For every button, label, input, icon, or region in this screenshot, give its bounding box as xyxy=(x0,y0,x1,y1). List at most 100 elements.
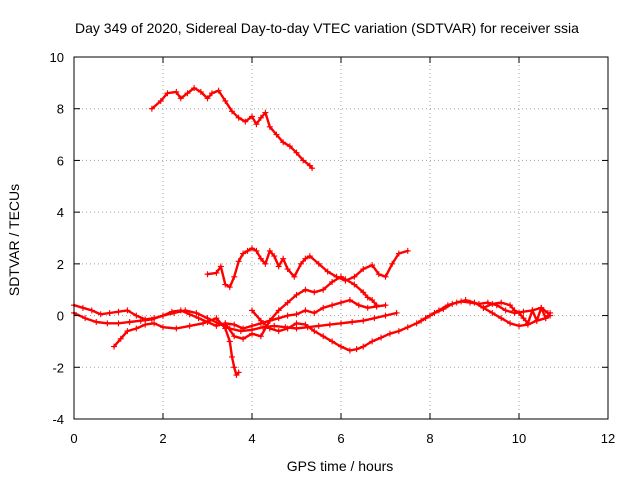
data-point xyxy=(151,320,158,327)
data-point xyxy=(240,250,247,257)
data-point xyxy=(520,315,527,322)
data-point xyxy=(173,88,180,95)
data-point xyxy=(480,304,487,311)
data-point xyxy=(524,320,531,327)
x-axis-label: GPS time / hours xyxy=(287,458,394,474)
data-point xyxy=(498,315,505,322)
data-point xyxy=(342,276,349,283)
data-point xyxy=(382,312,389,319)
data-point xyxy=(204,271,211,278)
series-track-b xyxy=(204,245,411,291)
data-point xyxy=(320,304,327,311)
data-point xyxy=(284,266,291,273)
data-point xyxy=(184,90,191,97)
data-point xyxy=(93,319,100,326)
data-point xyxy=(291,273,298,280)
data-point xyxy=(266,123,273,130)
data-point xyxy=(197,88,204,95)
y-axis-label: SDTVAR / TECUs xyxy=(6,184,22,296)
data-point xyxy=(262,260,269,267)
data-point xyxy=(231,273,238,280)
data-point xyxy=(257,333,264,340)
data-point xyxy=(293,320,300,327)
data-point xyxy=(266,247,273,254)
data-point xyxy=(404,247,411,254)
data-point xyxy=(177,95,184,102)
data-point xyxy=(280,139,287,146)
series-line xyxy=(150,86,314,170)
data-point xyxy=(222,325,229,332)
data-point xyxy=(360,289,367,296)
data-point xyxy=(311,328,318,335)
data-point xyxy=(213,315,220,322)
data-point xyxy=(275,328,282,335)
data-point xyxy=(97,311,104,318)
y-tick-label: -2 xyxy=(52,360,64,375)
data-point xyxy=(242,118,249,125)
data-point xyxy=(533,317,540,324)
data-point xyxy=(186,322,193,329)
data-point xyxy=(309,165,316,172)
data-point xyxy=(302,286,309,293)
data-point xyxy=(273,131,280,138)
data-point xyxy=(302,321,309,328)
data-point xyxy=(133,312,140,319)
data-point xyxy=(369,338,376,345)
data-point xyxy=(79,304,86,311)
data-point xyxy=(360,317,367,324)
data-point xyxy=(360,266,367,273)
data-point xyxy=(329,278,336,285)
data-point xyxy=(204,315,211,322)
data-point xyxy=(369,262,376,269)
data-point xyxy=(516,322,522,329)
data-point xyxy=(160,324,166,331)
series-track-i xyxy=(480,299,554,327)
data-point xyxy=(257,114,264,121)
data-point xyxy=(375,271,382,278)
data-point xyxy=(516,309,522,316)
x-tick-label: 12 xyxy=(601,431,615,446)
data-point xyxy=(262,109,269,116)
data-point xyxy=(389,260,396,267)
series-line xyxy=(72,309,398,333)
data-point xyxy=(302,307,309,314)
data-point xyxy=(338,273,344,280)
data-point xyxy=(302,255,309,262)
data-point xyxy=(133,325,140,332)
data-point xyxy=(297,260,304,267)
data-point xyxy=(507,320,514,327)
data-point xyxy=(351,281,358,288)
data-point xyxy=(293,291,300,298)
data-point xyxy=(418,317,425,324)
data-point xyxy=(271,253,278,260)
data-point xyxy=(320,286,327,293)
data-point xyxy=(148,105,155,112)
series-line xyxy=(206,247,409,289)
series-line xyxy=(419,298,552,328)
data-point xyxy=(413,320,420,327)
data-series xyxy=(71,85,554,379)
data-point xyxy=(115,308,122,315)
data-point xyxy=(235,258,242,265)
data-point xyxy=(329,338,336,345)
data-point xyxy=(364,304,371,311)
data-point xyxy=(253,121,260,128)
data-point xyxy=(542,315,549,322)
data-point xyxy=(427,312,433,319)
data-point xyxy=(182,307,189,314)
data-point xyxy=(235,114,242,121)
data-point xyxy=(231,321,238,328)
data-point xyxy=(244,247,251,254)
data-point xyxy=(507,302,514,309)
data-point xyxy=(315,260,322,267)
y-tick-labels: -4 -2 0 2 4 6 8 10 xyxy=(50,50,64,427)
data-point xyxy=(193,309,200,316)
data-point xyxy=(538,304,545,311)
data-point xyxy=(284,299,291,306)
data-point xyxy=(266,325,273,332)
data-point xyxy=(373,302,380,309)
data-point xyxy=(204,95,211,102)
data-point xyxy=(351,273,358,280)
data-point xyxy=(275,315,282,322)
